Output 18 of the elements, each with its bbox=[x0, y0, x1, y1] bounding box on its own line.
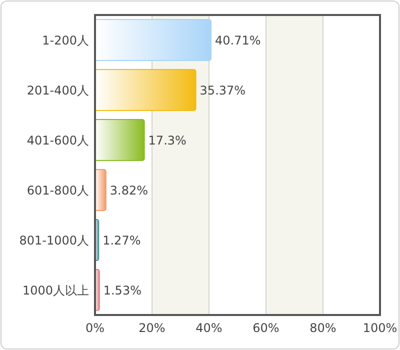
data-label: 3.82% bbox=[110, 184, 148, 198]
y-tick-label: 1000人以上 bbox=[22, 284, 89, 298]
x-tick-label: 0% bbox=[85, 321, 105, 335]
y-tick-label: 201-400人 bbox=[26, 84, 89, 98]
y-tick-label: 401-600人 bbox=[26, 134, 89, 148]
data-label: 1.53% bbox=[103, 284, 142, 298]
x-tick-label: 80% bbox=[310, 321, 336, 335]
data-label: 1.27% bbox=[102, 234, 141, 248]
x-tick-label: 100% bbox=[362, 321, 398, 335]
y-tick-label: 1-200人 bbox=[42, 34, 89, 48]
x-tick-label: 60% bbox=[252, 321, 280, 335]
x-tick-label: 20% bbox=[138, 321, 166, 335]
data-label: 35.37% bbox=[200, 84, 246, 98]
data-label: 40.71% bbox=[215, 34, 261, 48]
x-tick-label: 40% bbox=[196, 321, 222, 335]
y-tick-label: 801-1000人 bbox=[19, 234, 89, 248]
y-tick-label: 601-800人 bbox=[26, 184, 89, 198]
data-label: 17.3% bbox=[148, 134, 186, 148]
